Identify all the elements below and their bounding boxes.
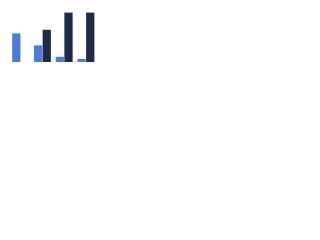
bar [64,12,73,63]
bar [86,12,95,63]
bar [33,45,43,62]
bar [12,33,21,62]
bar [55,56,64,62]
bar [42,29,51,62]
chart [12,12,95,63]
bar [77,58,86,62]
